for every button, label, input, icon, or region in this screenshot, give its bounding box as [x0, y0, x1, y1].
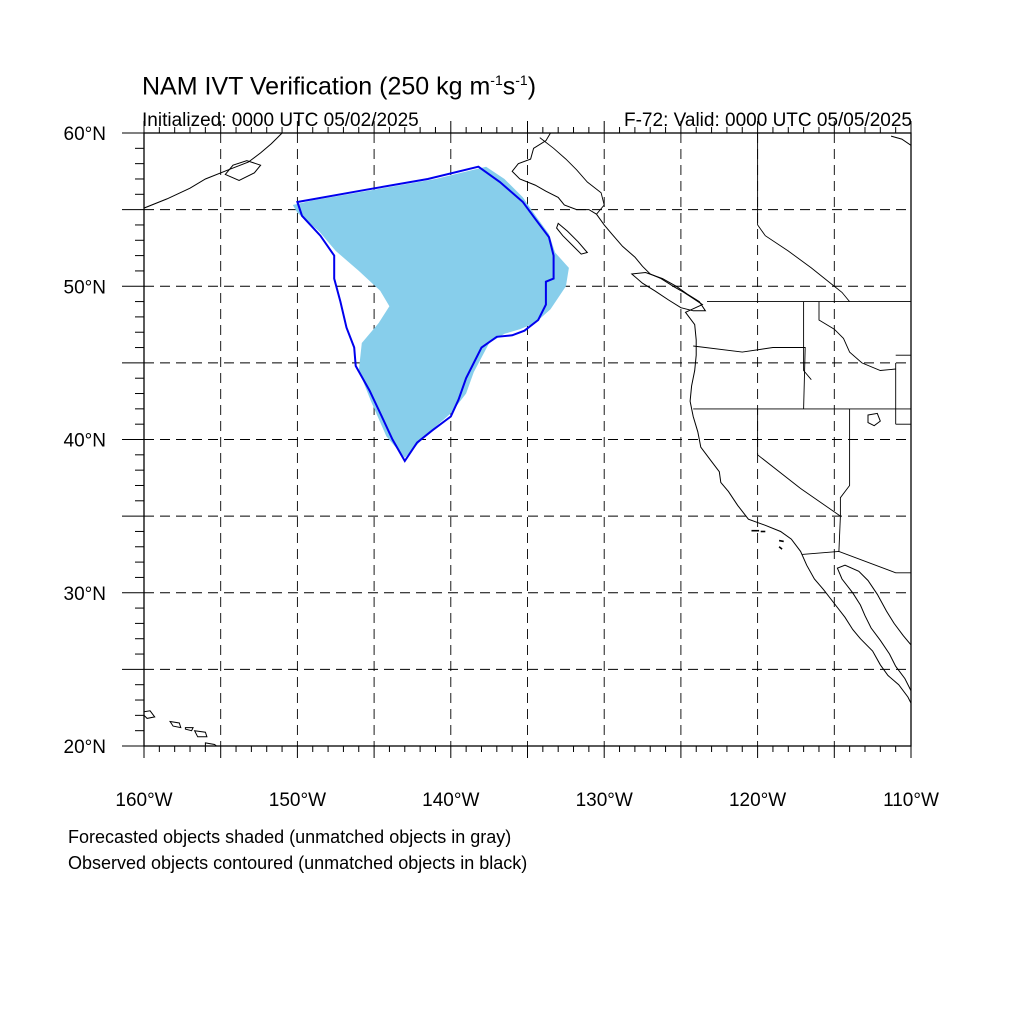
hawaii-island [169, 720, 182, 729]
political-border [818, 301, 896, 371]
coastline-layer [144, 133, 911, 746]
lat-label: 50°N [64, 277, 106, 298]
title-mid: s [502, 72, 516, 101]
coast-alaska [511, 133, 597, 215]
lon-label: 160°W [115, 790, 172, 811]
axis-labels: 60°N 50°N 40°N 30°N 20°N 160°W 150°W 140°W 130°W… [64, 124, 939, 811]
valid-time: F-72: Valid: 0000 UTC 05/05/2025 [624, 110, 912, 131]
chart-title: NAM IVT Verification (250 kg m-1s-1) [142, 72, 536, 101]
great-salt-lake [867, 412, 881, 427]
political-border [803, 301, 812, 380]
lat-label: 20°N [64, 737, 106, 758]
hawaii-island [144, 710, 156, 719]
channel-island [778, 539, 784, 543]
forecast-objects-layer [292, 166, 569, 458]
forecast-object [292, 166, 569, 458]
title-end: ) [527, 72, 537, 101]
title-sup-2: -1 [515, 72, 528, 88]
political-border [839, 408, 851, 517]
title-main: NAM IVT Verification (250 kg m [142, 72, 491, 101]
lon-label: 130°W [576, 790, 633, 811]
hawaii-island [204, 742, 218, 746]
political-border [539, 137, 605, 215]
footnote-observed: Observed objects contoured (unmatched ob… [68, 853, 528, 873]
kodiak [224, 160, 262, 182]
title-sup-1: -1 [490, 72, 503, 88]
alaska-east [890, 135, 911, 146]
lat-label: 30°N [64, 584, 106, 605]
lat-label: 60°N [64, 124, 106, 145]
observed-object [296, 165, 555, 463]
coast-gulf [836, 564, 911, 692]
lon-label: 110°W [883, 790, 939, 811]
political-border [757, 133, 850, 302]
channel-island [778, 546, 783, 550]
political-border [838, 516, 841, 552]
hawaii-island [193, 730, 208, 738]
vancouver-island [630, 271, 707, 312]
axis-ticks [122, 121, 912, 758]
coast-west [596, 213, 911, 704]
initialized-time: Initialized: 0000 UTC 05/02/2025 [142, 110, 419, 131]
hawaii-island [184, 727, 194, 732]
alaska-pen [144, 133, 283, 209]
observed-objects-layer [296, 165, 555, 463]
lon-label: 140°W [422, 790, 479, 811]
lon-label: 120°W [729, 790, 786, 811]
political-border [802, 550, 911, 574]
lon-label: 150°W [269, 790, 326, 811]
political-border [693, 345, 806, 409]
lat-label: 40°N [64, 431, 106, 452]
political-border [757, 408, 841, 517]
footnote-forecast: Forecasted objects shaded (unmatched obj… [68, 827, 512, 847]
haida-gwaii [556, 222, 589, 255]
